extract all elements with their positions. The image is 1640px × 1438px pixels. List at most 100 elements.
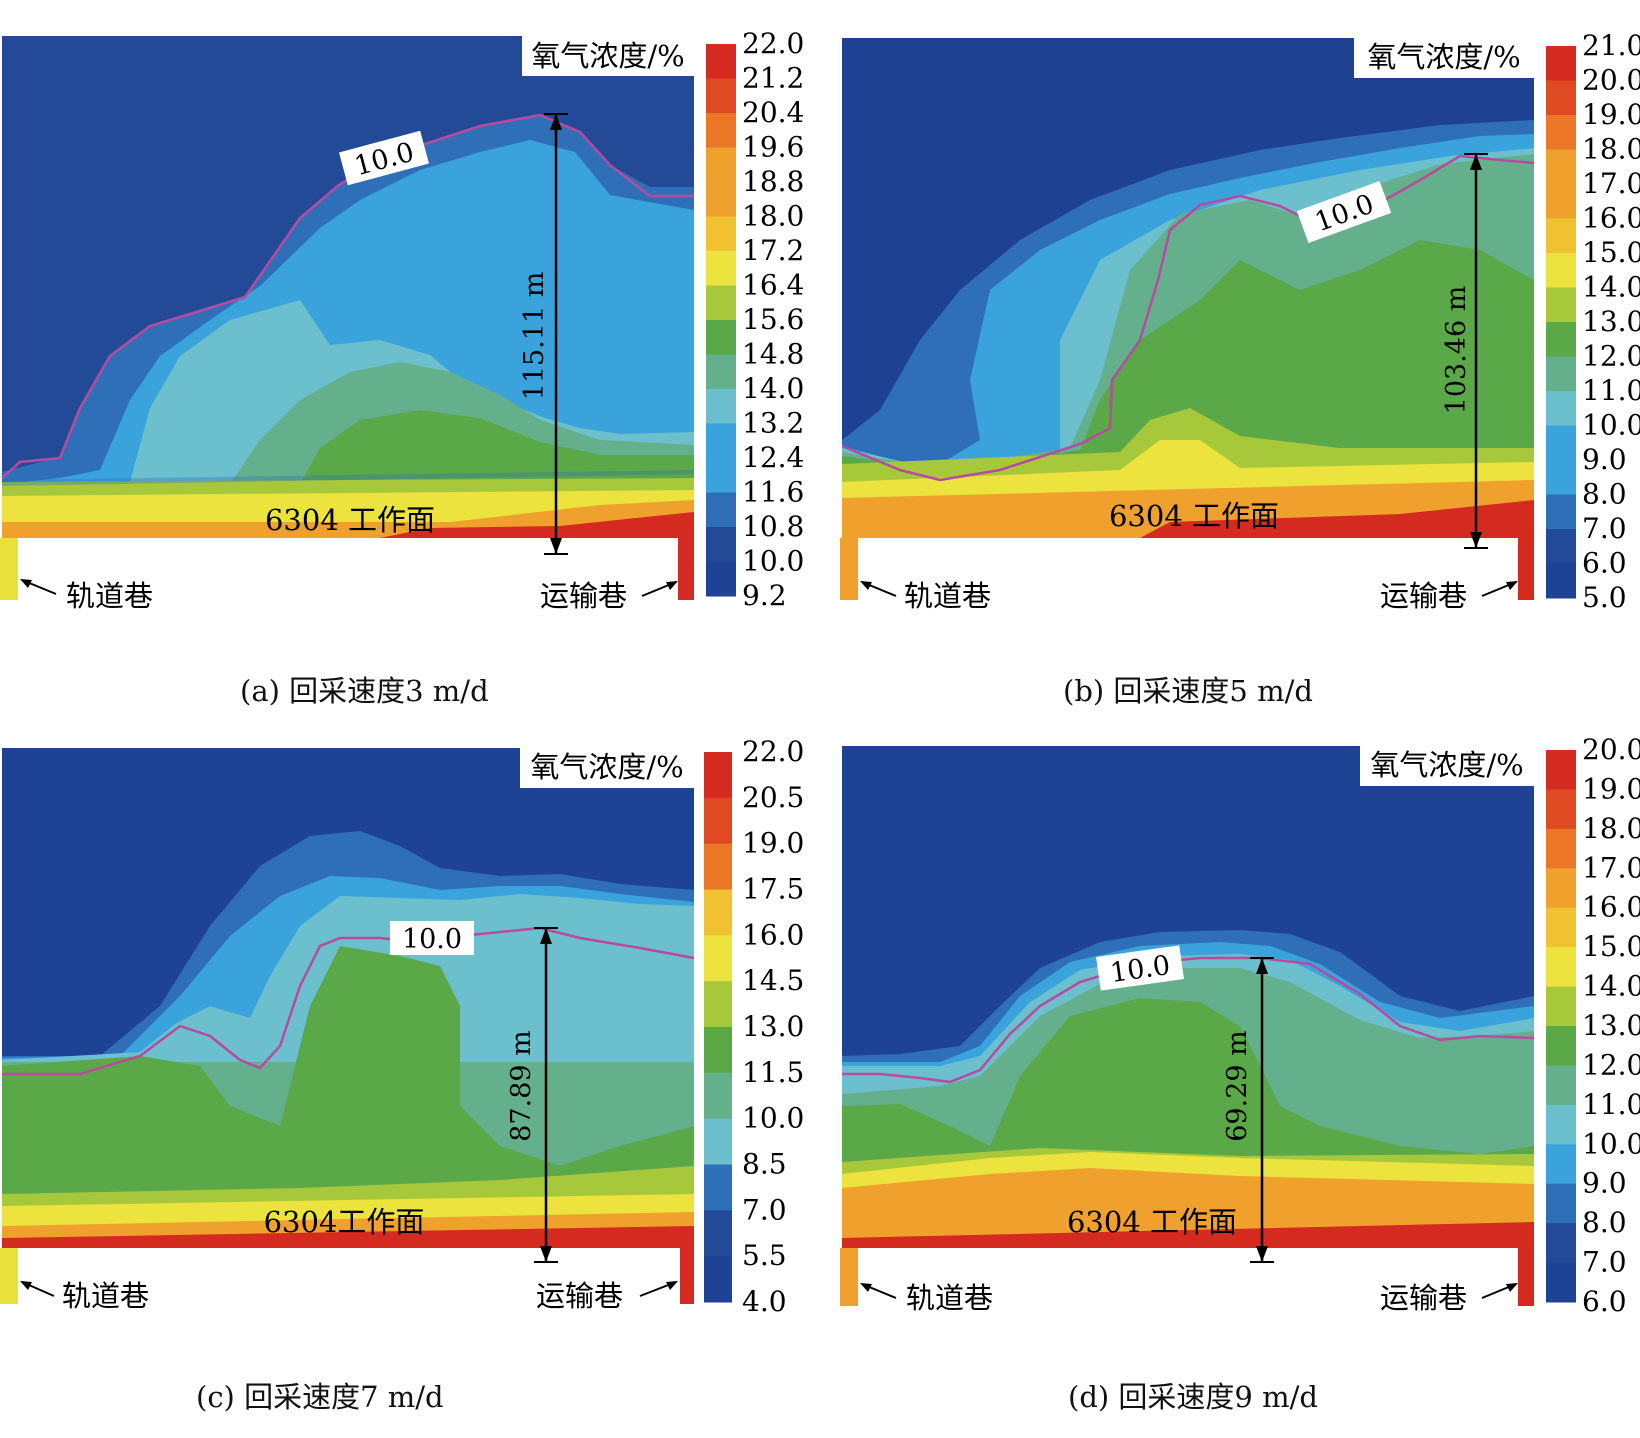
- colorbar-segment: [1546, 391, 1576, 426]
- zone-red: [842, 1222, 1534, 1248]
- face-label: 6304 工作面: [1109, 499, 1279, 533]
- colorbar-tick-label: 17.2: [742, 234, 804, 267]
- colorbar-tick-label: 17.0: [1582, 851, 1640, 884]
- face-label: 6304 工作面: [1067, 1205, 1237, 1239]
- colorbar-tick-label: 10.8: [742, 510, 804, 543]
- colorbar-segment: [704, 1072, 732, 1120]
- arrowhead-bottom: [1470, 532, 1482, 548]
- colorbar-tick-label: 19.0: [1582, 772, 1640, 805]
- panel-a: 10.0 115.11 m 6304 工作面 轨道巷 运输巷 氧气浓度/% 22…: [0, 0, 810, 700]
- colorbar-tick-label: 21.2: [742, 62, 804, 95]
- colorbar-tick-label: 14.8: [742, 338, 804, 371]
- colorbar-segment: [706, 182, 736, 217]
- colorbar-segment: [706, 44, 736, 79]
- panel-b-plot: 10.0 103.46 m 6304 工作面 轨道巷 运输巷 氧气浓度/% 21…: [840, 29, 1640, 614]
- right-label: 运输巷: [1380, 1281, 1467, 1315]
- colorbar-segment: [706, 147, 736, 183]
- left-label: 轨道巷: [906, 1281, 993, 1315]
- left-label: 轨道巷: [62, 1279, 149, 1313]
- right-label: 运输巷: [540, 579, 627, 613]
- colorbar: 22.021.220.419.618.818.017.216.415.614.8…: [706, 27, 804, 612]
- colorbar-tick-label: 4.0: [742, 1285, 787, 1318]
- left-pointer-head: [860, 1283, 872, 1292]
- colorbar-tick-label: 6.0: [1582, 547, 1627, 580]
- colorbar-segment: [1546, 1104, 1576, 1145]
- arrowhead-bottom: [540, 1246, 552, 1262]
- goaf-gap: [18, 538, 678, 600]
- face-label: 6304工作面: [264, 1205, 425, 1239]
- colorbar-segment: [704, 1118, 732, 1165]
- cbar-title-box: [1360, 746, 1534, 786]
- colorbar-tick-label: 7.0: [742, 1193, 787, 1226]
- colorbar-segment: [706, 113, 736, 148]
- right-label: 运输巷: [1380, 579, 1467, 613]
- colorbar-segment: [1546, 828, 1576, 869]
- right-roadway: [678, 538, 694, 600]
- colorbar-tick-label: 19.0: [742, 827, 804, 860]
- colorbar-segment: [1546, 529, 1576, 564]
- colorbar-segment: [1546, 218, 1576, 254]
- zone-blue-strip: [2, 470, 694, 486]
- colorbar-tick-label: 16.0: [742, 918, 804, 951]
- colorbar-tick-label: 10.0: [742, 545, 804, 578]
- svg-text:10.0: 10.0: [402, 924, 462, 955]
- arrowhead-top: [540, 928, 552, 944]
- colorbar-tick-label: 9.0: [1582, 443, 1627, 476]
- colorbar-tick-label: 12.4: [742, 441, 804, 474]
- goaf-gap: [18, 1248, 680, 1304]
- left-label: 轨道巷: [66, 579, 153, 613]
- goaf-gap: [858, 1248, 1518, 1306]
- height-label: 87.89 m: [506, 1030, 537, 1141]
- colorbar-tick-label: 13.2: [742, 407, 804, 440]
- colorbar-tick-label: 13.0: [742, 1010, 804, 1043]
- colorbar-tick-label: 8.0: [1582, 1206, 1627, 1239]
- colorbar-title: 氧气浓度/%: [1367, 40, 1520, 74]
- colorbar-tick-label: 13.0: [1582, 1009, 1640, 1042]
- colorbar-segment: [706, 389, 736, 424]
- colorbar-tick-label: 10.0: [1582, 409, 1640, 442]
- panel-d: 10.0 69.29 m 6304 工作面 轨道巷 运输巷 氧气浓度/% 20.…: [840, 706, 1640, 1406]
- colorbar-segment: [706, 458, 736, 493]
- colorbar-segment: [704, 981, 732, 1028]
- right-label: 运输巷: [536, 1279, 623, 1313]
- colorbar-segment: [1546, 789, 1576, 830]
- face-label: 6304 工作面: [265, 503, 435, 537]
- panel-b: 10.0 103.46 m 6304 工作面 轨道巷 运输巷 氧气浓度/% 21…: [840, 0, 1640, 700]
- colorbar-segment: [1546, 986, 1576, 1027]
- height-label: 115.11 m: [519, 272, 550, 401]
- colorbar-segment: [706, 492, 736, 528]
- colorbar-tick-label: 16.4: [742, 269, 804, 302]
- colorbar-title: 氧气浓度/%: [531, 39, 684, 73]
- colorbar-tick-label: 16.0: [1582, 202, 1640, 235]
- colorbar-tick-label: 16.0: [1582, 891, 1640, 924]
- colorbar-segment: [706, 78, 736, 114]
- arrowhead-bottom: [1256, 1246, 1268, 1262]
- colorbar-segment: [1546, 1223, 1576, 1264]
- colorbar-tick-label: 13.0: [1582, 305, 1640, 338]
- colorbar-segment: [1546, 1026, 1576, 1066]
- colorbar-title: 氧气浓度/%: [530, 750, 683, 784]
- colorbar-segment: [1546, 494, 1576, 530]
- colorbar: 22.0 20.5 19.0 17.5 16.0 14.5 13.0 11.5 10.0 8.5 7…: [704, 735, 804, 1318]
- left-roadway: [840, 1248, 858, 1306]
- colorbar-segment: [704, 1256, 732, 1303]
- colorbar-tick-label: 10.0: [742, 1102, 804, 1135]
- caption-a: (a) 回采速度3 m/d: [240, 674, 489, 708]
- colorbar-segment: [706, 527, 736, 562]
- arrowhead-top: [1470, 154, 1482, 170]
- colorbar-tick-label: 20.0: [1582, 64, 1640, 97]
- colorbar-segment: [1546, 184, 1576, 219]
- arrowhead-bottom: [550, 538, 562, 554]
- colorbar-segment: [706, 354, 736, 390]
- colorbar-tick-label: 8.0: [1582, 478, 1627, 511]
- colorbar-tick-label: 12.0: [1582, 340, 1640, 373]
- colorbar-tick-label: 19.6: [742, 131, 804, 164]
- colorbar-segment: [1546, 1262, 1576, 1303]
- colorbar-tick-label: 20.0: [1582, 733, 1640, 766]
- colorbar-segment: [1546, 425, 1576, 461]
- colorbar-segment: [1546, 322, 1576, 357]
- colorbar-segment: [704, 935, 732, 982]
- colorbar-segment: [1546, 115, 1576, 150]
- colorbar-tick-label: 10.0: [1582, 1127, 1640, 1160]
- right-pointer-head: [1506, 1283, 1518, 1292]
